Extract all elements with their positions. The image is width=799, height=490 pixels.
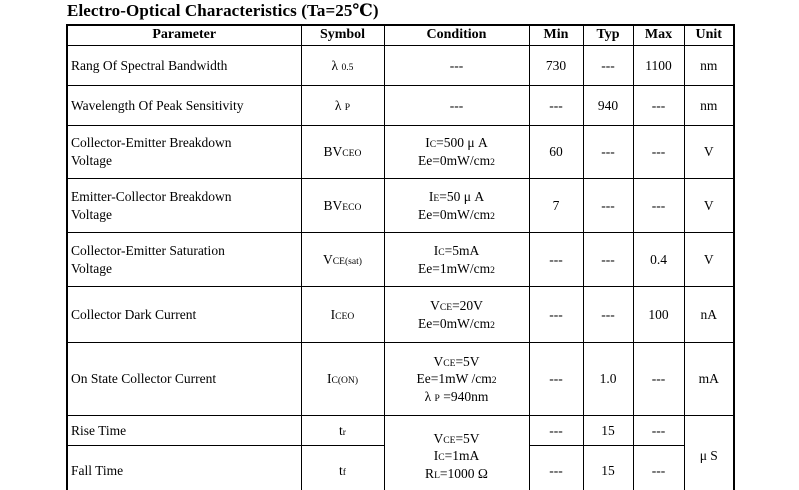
parameter-cell: On State Collector Current: [66, 342, 302, 416]
max-cell: ---: [632, 415, 685, 446]
unit-cell: nm: [683, 45, 735, 86]
col-header-condition: Condition: [383, 24, 530, 46]
condition-cell: IC=5mA Ee=1mW/cm2: [383, 232, 530, 287]
unit-cell-merged: μ S: [683, 415, 735, 490]
symbol-cell: λ 0.5: [300, 45, 385, 86]
typ-cell: 15: [582, 415, 634, 446]
min-cell: ---: [528, 85, 584, 126]
condition-cell: IE=50 μ A Ee=0mW/cm2: [383, 178, 530, 233]
parameter-cell: Rang Of Spectral Bandwidth: [66, 45, 302, 86]
min-cell: ---: [528, 445, 584, 490]
max-cell: ---: [632, 178, 685, 233]
max-cell: 0.4: [632, 232, 685, 287]
symbol-cell: tf: [300, 445, 385, 490]
header-row: Parameter Symbol Condition Min Typ Max U…: [66, 24, 735, 46]
section-title: Electro-Optical Characteristics (Ta=25℃): [67, 1, 379, 20]
parameter-cell: Collector Dark Current: [66, 286, 302, 343]
unit-cell: nA: [683, 286, 735, 343]
condition-cell: VCE=20V Ee=0mW/cm2: [383, 286, 530, 343]
symbol-cell: BVECO: [300, 178, 385, 233]
condition-cell-merged: VCE=5V IC=1mA RL=1000 Ω: [383, 415, 530, 490]
table-row-ec-breakdown: Emitter-Collector Breakdown Voltage BVECO…: [66, 178, 735, 233]
symbol-cell: ICEO: [300, 286, 385, 343]
table-row-spectral-bandwidth: Rang Of Spectral Bandwidth λ 0.5 --- 730…: [66, 45, 735, 86]
max-cell: ---: [632, 445, 685, 490]
min-cell: 730: [528, 45, 584, 86]
table-row-fall-time: Fall Time tf --- 15 ---: [66, 445, 734, 490]
unit-cell: nm: [683, 85, 735, 126]
max-cell: ---: [632, 85, 685, 126]
typ-cell: ---: [582, 45, 634, 86]
col-header-min: Min: [528, 24, 584, 46]
table-row-ce-saturation: Collector-Emitter Saturation Voltage VCE(…: [66, 232, 735, 287]
parameter-cell: Rise Time: [66, 415, 302, 446]
min-cell: ---: [528, 286, 584, 343]
max-cell: ---: [632, 125, 685, 179]
parameter-cell: Emitter-Collector Breakdown Voltage: [66, 178, 302, 233]
max-cell: 1100: [632, 45, 685, 86]
col-header-typ: Typ: [582, 24, 634, 46]
col-header-symbol: Symbol: [300, 24, 385, 46]
symbol-cell: λ P: [300, 85, 385, 126]
condition-cell: ---: [383, 85, 530, 126]
table-row-dark-current: Collector Dark Current ICEO VCE=20V Ee=0m…: [66, 286, 735, 343]
parameter-cell: Fall Time: [66, 445, 302, 490]
eo-characteristics-table: Parameter Symbol Condition Min Typ Max U…: [66, 24, 735, 490]
max-cell: 100: [632, 286, 685, 343]
symbol-cell: BVCEO: [300, 125, 385, 179]
table-row-on-state-current: On State Collector Current IC(ON) VCE=5V…: [66, 342, 735, 416]
min-cell: 7: [528, 178, 584, 233]
table-row-ce-breakdown: Collector-Emitter Breakdown Voltage BVCEO…: [66, 125, 735, 179]
condition-cell: VCE=5V Ee=1mW /cm2 λ P =940nm: [383, 342, 530, 416]
table-row-rise-time: Rise Time tr VCE=5V IC=1mA RL=1000 Ω --- 1…: [66, 415, 735, 490]
table-row-peak-sensitivity: Wavelength Of Peak Sensitivity λ P --- -…: [66, 85, 735, 126]
typ-cell: 1.0: [582, 342, 634, 416]
min-cell: 60: [528, 125, 584, 179]
condition-cell: ---: [383, 45, 530, 86]
unit-cell: V: [683, 232, 735, 287]
unit-cell: V: [683, 178, 735, 233]
unit-cell: mA: [683, 342, 735, 416]
typ-cell: ---: [582, 178, 634, 233]
parameter-cell: Wavelength Of Peak Sensitivity: [66, 85, 302, 126]
parameter-cell: Collector-Emitter Breakdown Voltage: [66, 125, 302, 179]
parameter-cell: Collector-Emitter Saturation Voltage: [66, 232, 302, 287]
col-header-unit: Unit: [683, 24, 735, 46]
min-cell: ---: [528, 232, 584, 287]
typ-cell: ---: [582, 286, 634, 343]
min-cell: ---: [528, 342, 584, 416]
min-cell: ---: [528, 415, 584, 446]
max-cell: ---: [632, 342, 685, 416]
symbol-cell: IC(ON): [300, 342, 385, 416]
symbol-cell: VCE(sat): [300, 232, 385, 287]
symbol-cell: tr: [300, 415, 385, 446]
typ-cell: ---: [582, 232, 634, 287]
col-header-parameter: Parameter: [66, 24, 302, 46]
typ-cell: ---: [582, 125, 634, 179]
typ-cell: 15: [582, 445, 634, 490]
unit-cell: V: [683, 125, 735, 179]
typ-cell: 940: [582, 85, 634, 126]
col-header-max: Max: [632, 24, 685, 46]
condition-cell: IC=500 μ A Ee=0mW/cm2: [383, 125, 530, 179]
